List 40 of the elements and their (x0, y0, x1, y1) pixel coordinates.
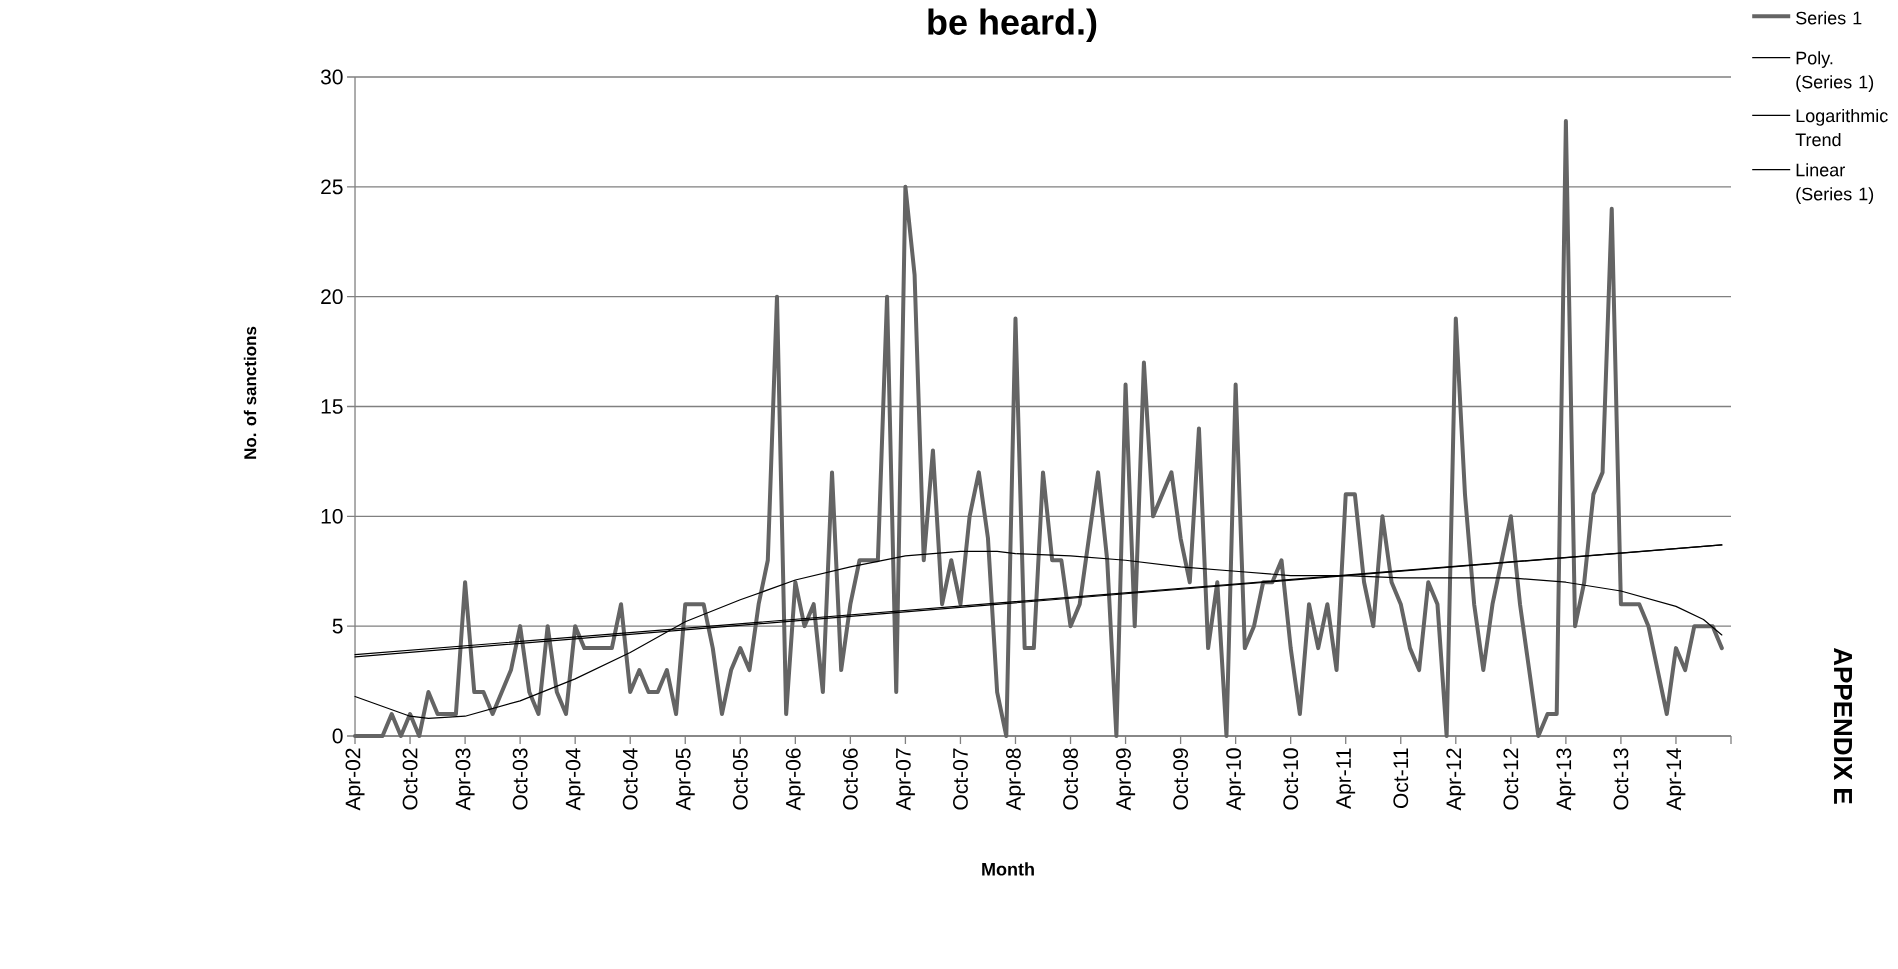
x-tick-label: Apr-08 (1005, 748, 1025, 811)
x-tick-label: Oct-05 (732, 748, 748, 810)
x-axis-title: Month (982, 862, 1034, 876)
y-tick-label: 25 (321, 179, 343, 195)
legend-label: Poly. (Series 1) (1796, 51, 1874, 92)
x-tick-label: Oct-03 (512, 748, 528, 810)
x-tick-label: Apr-09 (1116, 748, 1136, 811)
x-tick-label: Apr-05 (675, 748, 695, 811)
x-tick-label: Oct-08 (1063, 748, 1078, 810)
x-tick-label: Apr-14 (1666, 748, 1686, 811)
x-tick-label: Apr-04 (565, 748, 585, 811)
legend-label: Linear (Series 1) (1796, 163, 1874, 204)
x-tick-label: Oct-07 (953, 748, 968, 810)
y-tick-label: 10 (321, 508, 343, 524)
x-tick-label: Apr-10 (1226, 748, 1246, 811)
x-tick-label: Oct-11 (1393, 748, 1409, 808)
y-tick-label: 0 (332, 728, 343, 744)
y-tick-label: 20 (321, 289, 343, 305)
x-tick-label: Apr-02 (345, 748, 365, 811)
chart-title: be heard.) (928, 8, 1097, 43)
legend-label: Logarithmic Trend (1795, 108, 1888, 147)
x-tick-label: Apr-11 (1336, 748, 1356, 809)
y-tick-label: 5 (332, 618, 343, 634)
x-tick-label: Oct-09 (1173, 748, 1189, 810)
x-tick-label: Apr-03 (455, 748, 475, 811)
x-tick-label: Oct-04 (622, 748, 638, 810)
x-tick-label: Oct-10 (1283, 748, 1299, 810)
y-tick-label: 15 (321, 399, 343, 414)
x-tick-label: Oct-13 (1613, 748, 1629, 810)
x-tick-label: Apr-13 (1556, 748, 1576, 811)
x-tick-label: Apr-07 (895, 748, 915, 811)
x-tick-label: Oct-02 (402, 748, 418, 810)
x-tick-label: Apr-12 (1446, 748, 1466, 811)
text: APPENDIX E (1834, 647, 1852, 804)
y-axis-title: No. of sanctions (243, 326, 257, 459)
y-tick-label: 30 (320, 69, 343, 85)
x-tick-label: Oct-06 (842, 748, 858, 810)
legend-label: Series 1 (1796, 11, 1862, 25)
x-tick-label: Apr-06 (785, 748, 805, 811)
x-tick-label: Oct-12 (1503, 748, 1519, 810)
